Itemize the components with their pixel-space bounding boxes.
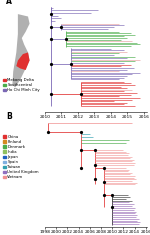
Legend: China, Finland, Denmark, India, Japan, Spain, Taiwan, United Kingdom, Vietnam: China, Finland, Denmark, India, Japan, S… — [3, 135, 39, 180]
Text: A: A — [6, 0, 12, 6]
Polygon shape — [12, 14, 30, 88]
Text: B: B — [6, 112, 12, 121]
Polygon shape — [16, 52, 30, 70]
Legend: Mekong Delta, Southcentral, Ho Chi Minh City: Mekong Delta, Southcentral, Ho Chi Minh … — [3, 78, 40, 92]
